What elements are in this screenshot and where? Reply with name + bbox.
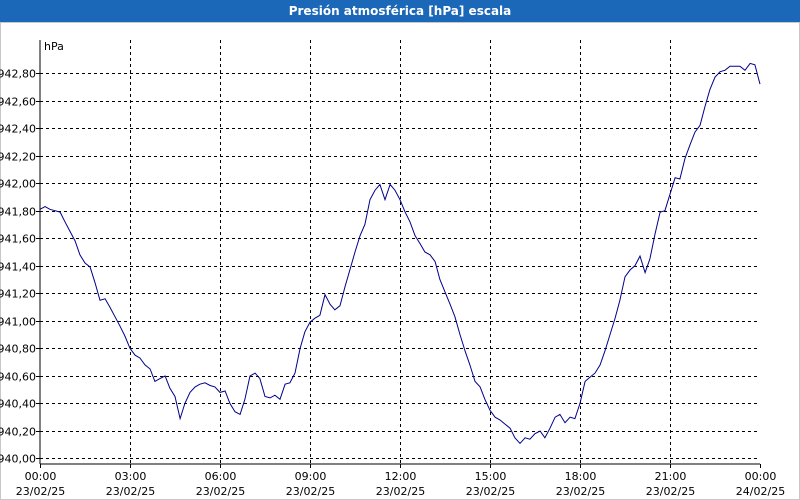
x-tick-date-label: 23/02/25 xyxy=(16,485,65,498)
x-tick-time-label: 09:00 xyxy=(295,470,327,483)
x-tick-time-label: 21:00 xyxy=(655,470,687,483)
y-tick-label: 941,20 xyxy=(0,288,36,301)
y-tick-label: 942,40 xyxy=(0,123,36,136)
y-tick-label: 940,80 xyxy=(0,343,36,356)
x-tick-date-label: 23/02/25 xyxy=(556,485,605,498)
y-tick-label: 942,60 xyxy=(0,96,36,109)
x-tick-time-label: 03:00 xyxy=(115,470,147,483)
pressure-series-line xyxy=(39,62,761,445)
x-tick-time-label: 00:00 xyxy=(745,470,777,483)
x-tick-date-label: 23/02/25 xyxy=(376,485,425,498)
y-tick-label: 940,00 xyxy=(0,453,36,466)
y-tick-label: 941,00 xyxy=(0,316,36,329)
y-axis-unit-label: hPa xyxy=(44,40,64,53)
x-tick-time-label: 18:00 xyxy=(565,470,597,483)
x-tick-time-label: 15:00 xyxy=(475,470,507,483)
x-tick-date-label: 23/02/25 xyxy=(286,485,335,498)
y-tick-label: 941,40 xyxy=(0,261,36,274)
x-tick-date-label: 23/02/25 xyxy=(106,485,155,498)
y-tick-label: 940,40 xyxy=(0,398,36,411)
x-tick-time-label: 00:00 xyxy=(25,470,57,483)
chart-title: Presión atmosférica [hPa] escala xyxy=(0,0,800,22)
x-tick-date-label: 23/02/25 xyxy=(466,485,515,498)
y-tick-label: 942,00 xyxy=(0,178,36,191)
x-tick-date-label: 23/02/25 xyxy=(196,485,245,498)
x-tick-date-label: 23/02/25 xyxy=(646,485,695,498)
y-tick-label: 942,80 xyxy=(0,68,36,81)
y-tick-label: 940,20 xyxy=(0,426,36,439)
x-tick-time-label: 12:00 xyxy=(385,470,417,483)
y-tick-label: 940,60 xyxy=(0,371,36,384)
y-tick-label: 941,60 xyxy=(0,233,36,246)
x-tick-time-label: 06:00 xyxy=(205,470,237,483)
y-tick-label: 942,20 xyxy=(0,151,36,164)
x-tick-date-label: 24/02/25 xyxy=(736,485,785,498)
y-tick-label: 941,80 xyxy=(0,206,36,219)
